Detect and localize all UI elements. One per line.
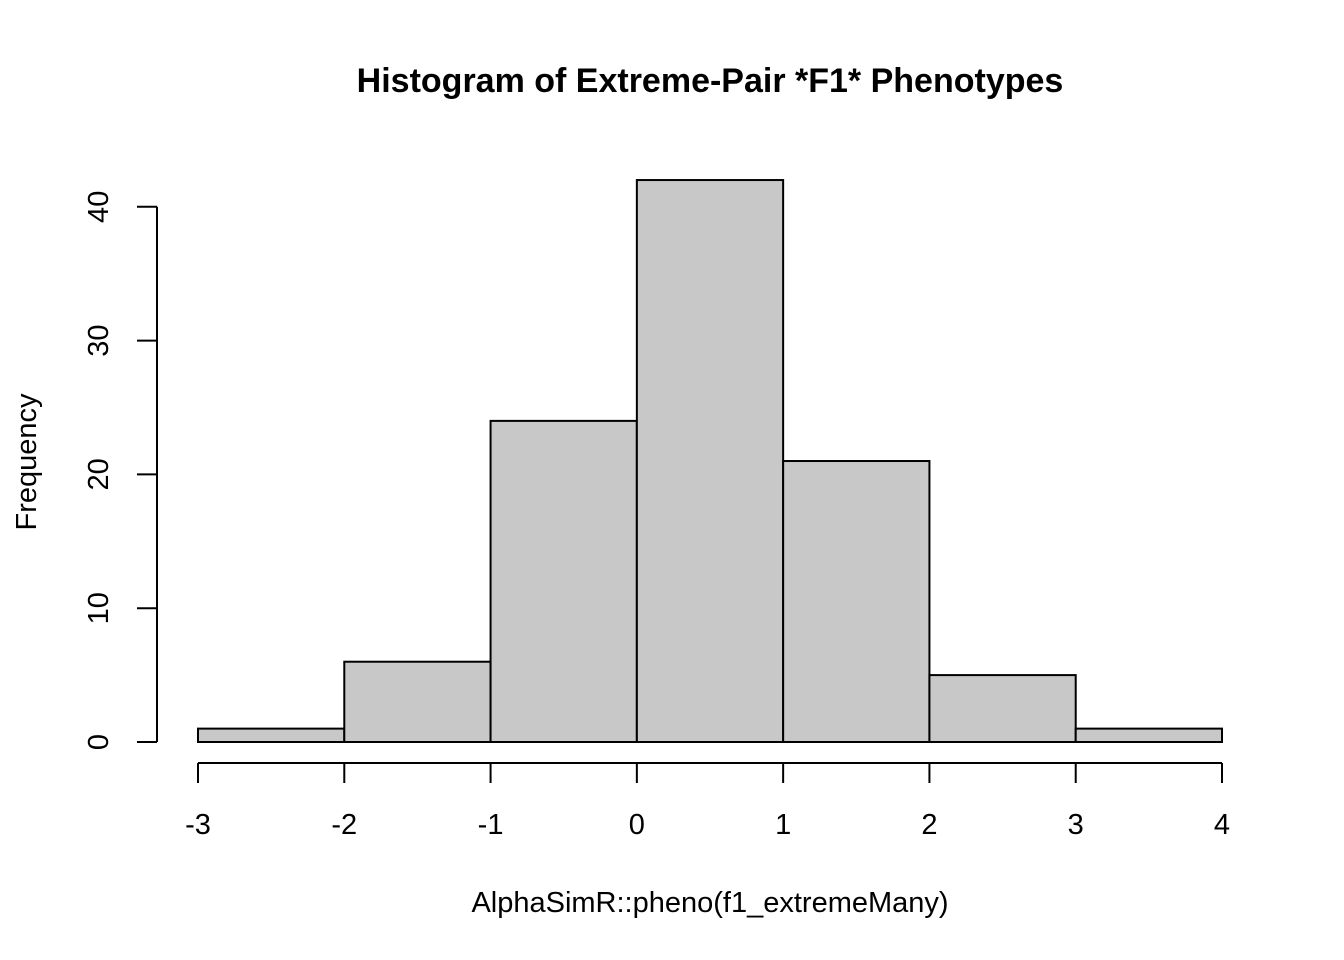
histogram-bar	[782, 460, 931, 743]
y-tick-label: 30	[83, 324, 115, 356]
y-tick-label: 20	[83, 458, 115, 490]
histogram-bar	[343, 660, 492, 743]
x-tick-label: 1	[775, 809, 791, 841]
x-tick-label: 0	[629, 809, 645, 841]
x-axis-label: AlphaSimR::pheno(f1_extremeMany)	[471, 887, 948, 919]
histogram-bar	[635, 179, 785, 744]
y-tick-label: 0	[83, 734, 115, 750]
histogram-bar	[197, 727, 346, 743]
y-tick-label: 40	[83, 191, 115, 223]
x-axis: -3 -2 -1 0 1 2 3 4	[185, 762, 1230, 841]
x-tick-label: -3	[185, 809, 211, 841]
histogram-bar	[928, 674, 1077, 743]
x-tick-label: -1	[478, 809, 504, 841]
x-tick-label: 4	[1214, 809, 1230, 841]
histogram-bar	[489, 419, 638, 743]
bars-group	[197, 179, 1223, 744]
x-tick-label: -2	[331, 809, 357, 841]
x-tick-label: 3	[1068, 809, 1084, 841]
y-axis: 0 10 20 30 40	[83, 191, 158, 750]
histogram-bar	[1074, 727, 1223, 743]
y-tick-label: 10	[83, 592, 115, 624]
x-tick-label: 2	[921, 809, 937, 841]
y-axis-label: Frequency	[11, 393, 43, 531]
chart-title: Histogram of Extreme-Pair *F1* Phenotype…	[357, 62, 1064, 100]
